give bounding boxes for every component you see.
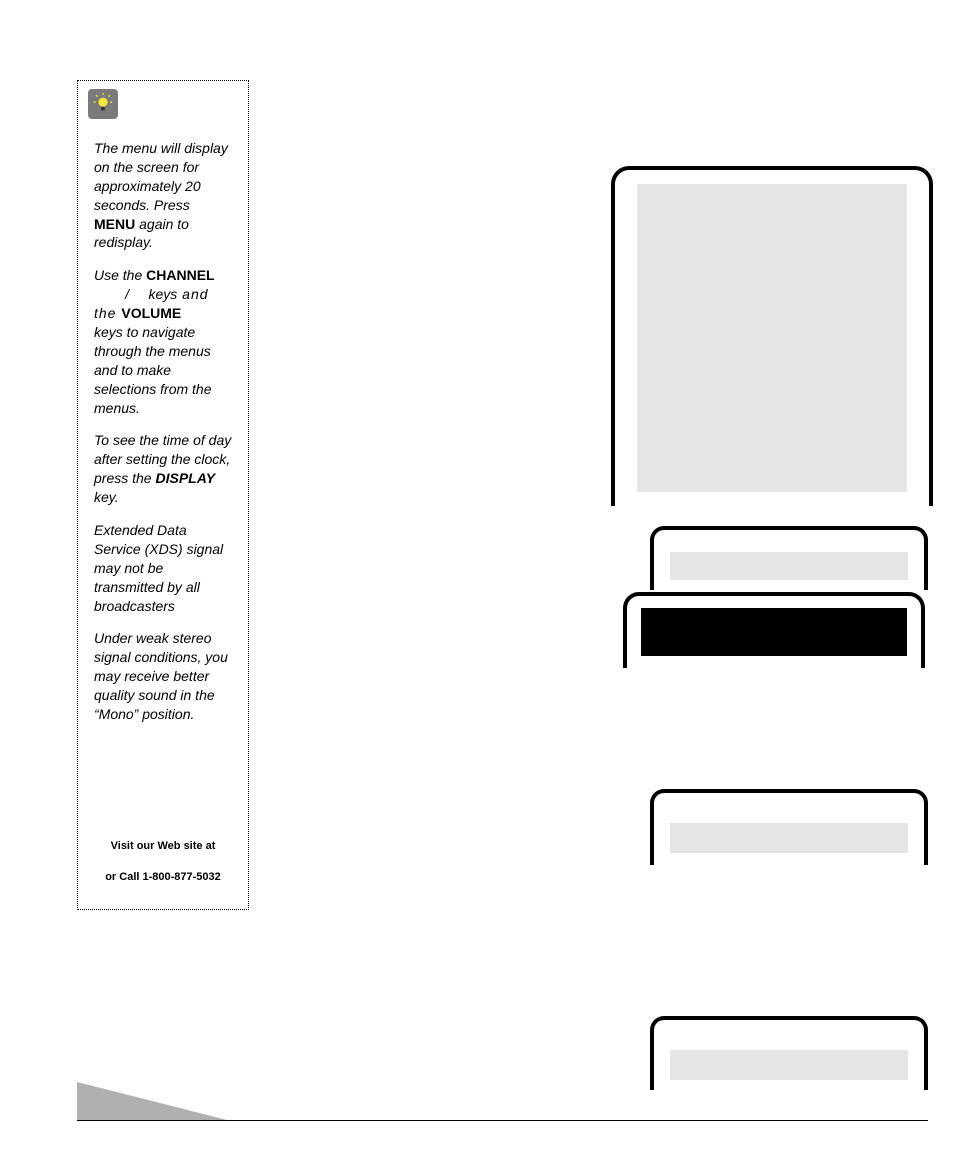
tip-text: key. [94,489,119,505]
tip-sidebar: The menu will display on the screen for … [77,80,249,910]
tip-text [94,286,121,302]
tip-paragraph-1: The menu will display on the screen for … [88,139,238,252]
tip-bold-menu: MENU [94,216,135,232]
tip-text [181,305,212,321]
tip-footer-line1: Visit our Web site at [78,831,248,862]
tip-bold-channel: CHANNEL [146,267,214,283]
tip-paragraph-4: Extended Data Service (XDS) signal may n… [88,521,238,615]
screen-diagram-3 [623,592,925,668]
screen-diagram-5 [650,1016,928,1090]
screen-diagram-5-inner [670,1050,908,1080]
tip-text: Use the [94,267,146,283]
tip-text [133,286,149,302]
footer-wedge [77,1082,227,1120]
screen-diagram-3-inner [641,608,907,656]
tip-text: / [121,286,133,302]
tip-text: keys [148,286,177,302]
lightbulb-icon [88,89,118,119]
tip-text: The menu will display on the screen for … [94,140,228,213]
screen-diagram-1-inner [637,184,907,492]
screen-diagram-2-inner [670,552,908,580]
tip-footer-line2: or Call 1-800-877-5032 [78,862,248,893]
tip-footer: Visit our Web site at or Call 1-800-877-… [78,831,248,893]
tip-paragraph-3: To see the time of day after setting the… [88,431,238,507]
screen-diagram-4 [650,789,928,865]
tip-paragraph-5: Under weak stereo signal conditions, you… [88,629,238,723]
screen-diagram-2 [650,526,928,590]
tip-bold-display: DISPLAY [155,470,215,486]
screen-diagram-4-inner [670,823,908,853]
tip-bold-volume: VOLUME [121,305,181,321]
screen-diagram-1 [611,166,933,506]
footer-rule [77,1120,928,1121]
tip-paragraph-2: Use the CHANNEL / keys and the VOLUME ke… [88,266,238,417]
tip-text: keys to navigate through the menus and t… [94,324,212,416]
